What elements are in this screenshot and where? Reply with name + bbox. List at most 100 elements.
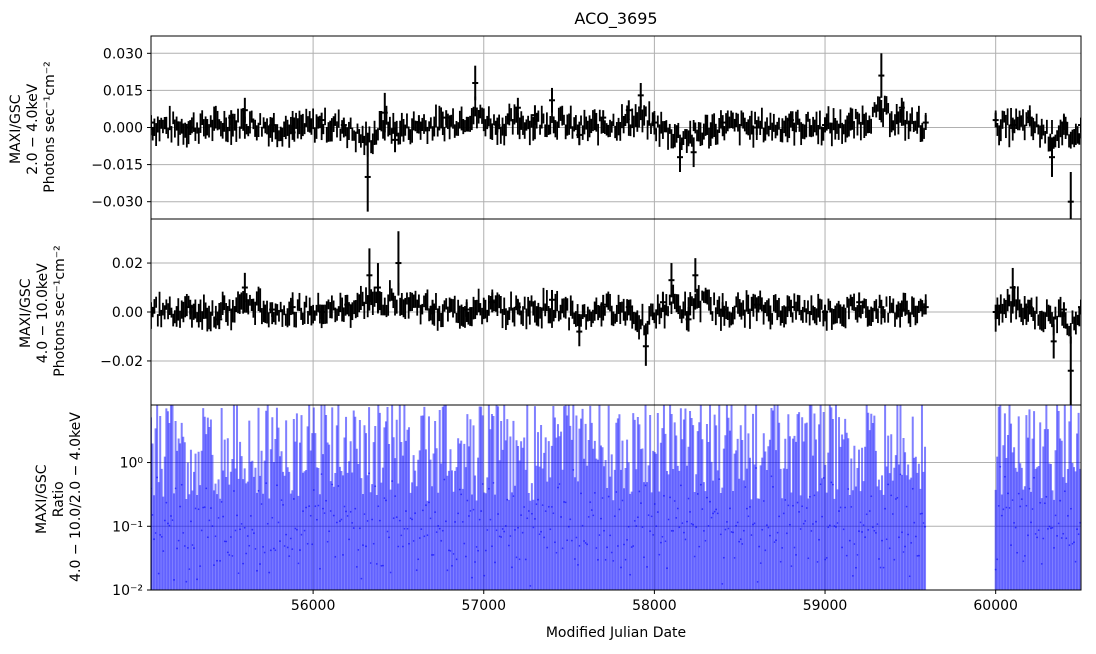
ratio-point — [603, 529, 605, 532]
ratio-point — [878, 558, 880, 560]
ratio-point — [1045, 495, 1048, 498]
ratio-point — [632, 545, 635, 547]
ratio-point — [432, 553, 435, 556]
ratio-point — [569, 518, 572, 521]
ratio-point — [544, 510, 547, 513]
ratio-point — [822, 477, 825, 479]
ratio-point — [520, 514, 523, 517]
panel-3-ylabel-line-1: MAXI/GSC — [34, 464, 50, 534]
ratio-point — [764, 549, 767, 552]
y-tick-label: 10⁰ — [120, 456, 144, 472]
ratio-point — [468, 515, 470, 517]
ratio-point — [724, 528, 727, 531]
panel-3-ylabel-line-2: Ratio — [51, 481, 67, 517]
ratio-point — [664, 540, 667, 543]
ratio-point — [1023, 554, 1026, 557]
ratio-point — [564, 501, 567, 504]
ratio-point — [902, 551, 905, 553]
ratio-point — [294, 527, 297, 530]
ratio-point — [570, 539, 573, 542]
ratio-point — [796, 501, 799, 504]
ratio-point — [871, 526, 874, 529]
ratio-point — [526, 517, 529, 520]
ratio-point — [890, 494, 893, 497]
ratio-point — [1028, 487, 1031, 490]
ratio-point — [679, 484, 682, 487]
ratio-point — [730, 531, 733, 533]
ratio-point — [879, 566, 882, 569]
ratio-point — [825, 556, 828, 559]
ratio-point — [612, 559, 615, 562]
ratio-point — [1066, 514, 1069, 517]
ratio-point — [260, 503, 263, 505]
ratio-point — [392, 517, 395, 520]
ratio-point — [348, 538, 351, 541]
ratio-point — [223, 540, 226, 543]
ratio-point — [733, 556, 736, 559]
ratio-point — [1042, 537, 1045, 540]
ratio-point — [643, 556, 645, 559]
ratio-point — [554, 541, 556, 544]
ratio-point — [810, 530, 813, 532]
ratio-point — [689, 511, 691, 513]
ratio-point — [242, 562, 245, 565]
ratio-point — [512, 495, 515, 498]
y-tick-label: 0.00 — [112, 305, 143, 321]
ratio-point — [921, 512, 923, 515]
ratio-point — [182, 531, 185, 534]
ratio-point — [597, 558, 599, 561]
y-tick-label: −0.030 — [91, 195, 143, 211]
ratio-point — [208, 519, 211, 522]
ratio-point — [910, 541, 913, 544]
ratio-point — [325, 499, 327, 502]
ratio-point — [420, 528, 423, 530]
ratio-point — [819, 483, 822, 486]
ratio-point — [549, 528, 552, 531]
ratio-point — [492, 481, 495, 484]
ratio-point — [808, 495, 811, 498]
ratio-point — [438, 527, 441, 530]
ratio-point — [484, 549, 487, 552]
x-tick-label: 58000 — [632, 598, 677, 614]
ratio-point — [716, 512, 719, 515]
ratio-point — [283, 545, 286, 547]
ratio-point — [781, 546, 784, 549]
plot-layer: 0.030 0.015 0.000 −0.015 −0.030 0.02 0.00 −0.02… — [91, 35, 1082, 614]
ratio-point — [219, 559, 222, 562]
ratio-point — [159, 533, 162, 536]
ratio-point — [285, 533, 288, 536]
ratio-point — [659, 541, 662, 544]
ratio-point — [378, 519, 381, 522]
x-tick-label: 60000 — [973, 598, 1018, 614]
ratio-point — [205, 487, 208, 490]
ratio-point — [1063, 490, 1066, 493]
ratio-point — [151, 514, 154, 516]
ratio-point — [254, 548, 257, 550]
ratio-point — [904, 545, 906, 548]
ratio-point — [756, 580, 759, 583]
ratio-point — [203, 506, 206, 509]
ratio-point — [1016, 551, 1019, 554]
ratio-point — [718, 478, 721, 481]
ratio-point — [907, 533, 910, 536]
ratio-point — [583, 540, 585, 542]
ratio-point — [214, 535, 217, 538]
ratio-point — [702, 529, 705, 532]
ratio-point — [1002, 508, 1005, 511]
ratio-point — [1011, 499, 1014, 502]
ratio-point — [458, 488, 461, 491]
ratio-point — [885, 538, 888, 541]
ratio-point — [916, 554, 919, 557]
ratio-point — [687, 497, 690, 500]
panel-3-ylabel-line-3: 4.0 − 10.0/2.0 − 4.0keV — [68, 412, 84, 582]
ratio-point — [500, 536, 503, 538]
ratio-point — [584, 542, 587, 544]
ratio-point — [365, 545, 367, 548]
ratio-point — [435, 531, 438, 534]
ratio-point — [441, 529, 444, 532]
ratio-point — [1030, 521, 1032, 524]
ratio-point — [226, 551, 229, 554]
ratio-point — [676, 507, 679, 510]
ratio-point — [179, 505, 182, 508]
ratio-point — [511, 566, 513, 569]
